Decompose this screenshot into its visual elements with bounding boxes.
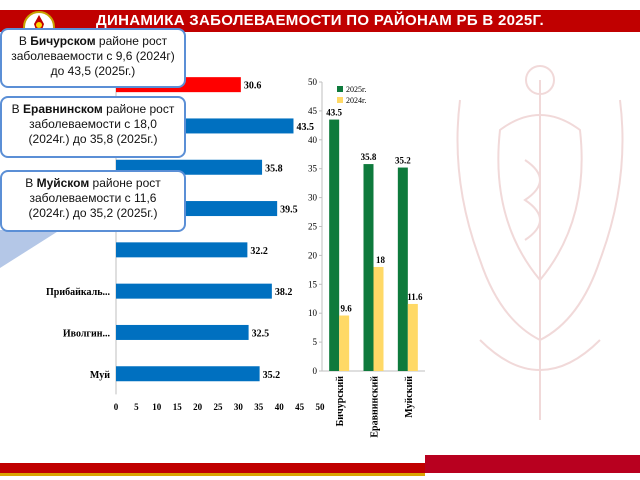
hbar-value-label: 43.5	[296, 122, 314, 133]
vbar-bar	[339, 315, 350, 371]
hbar-value-label: 32.5	[252, 328, 270, 339]
vbar-y-tick-label: 40	[308, 135, 318, 145]
vbar-value-label: 18	[376, 255, 386, 265]
vbar-bar	[373, 266, 384, 371]
vbar-y-tick-label: 35	[308, 164, 318, 174]
title-bar	[0, 10, 640, 32]
vbar-bar	[397, 167, 408, 371]
vbar-category-label: Муйский	[404, 376, 415, 418]
vbar-y-tick-label: 45	[308, 106, 318, 116]
hbar-value-label: 30.6	[244, 81, 262, 92]
hbar-x-tick-label: 10	[152, 402, 162, 412]
callout-muisky: В Муйском районе рост заболеваемости с 1…	[0, 170, 186, 232]
callout-district: Еравнинском	[22, 102, 103, 116]
hbar-x-tick-label: 5	[134, 402, 139, 412]
hbar-category-label: Прибайкаль...	[46, 287, 110, 298]
hbar-category-label: Иволгин...	[63, 328, 111, 339]
vbar-bar	[329, 119, 340, 371]
callout-text: районе рост заболеваемости с 11,6 (2024г…	[28, 176, 161, 220]
vbar-value-label: 35.2	[395, 156, 411, 166]
page-title: ДИНАМИКА ЗАБОЛЕВАЕМОСТИ ПО РАЙОНАМ РБ В …	[96, 12, 544, 29]
callout-text: районе рост заболеваемости с 18,0 (2024г…	[28, 102, 175, 146]
hbar-x-tick-label: 45	[295, 402, 305, 412]
vbar-y-tick-label: 25	[308, 222, 318, 232]
vbar-y-tick-label: 5	[313, 337, 318, 347]
hbar-x-tick-label: 30	[234, 402, 244, 412]
vbar-category-label: Еравнинский	[370, 376, 381, 438]
hbar-bar	[116, 324, 249, 340]
legend-swatch	[337, 97, 343, 103]
hbar-x-tick-label: 0	[114, 402, 119, 412]
hbar-x-tick-label: 25	[214, 402, 224, 412]
vbar-y-tick-label: 20	[308, 250, 318, 260]
vbar-y-tick-label: 15	[308, 279, 318, 289]
vbar-y-tick-label: 50	[308, 77, 318, 87]
hbar-x-tick-label: 50	[316, 402, 326, 412]
vbar-bar	[407, 303, 418, 371]
hbar-x-tick-label: 15	[173, 402, 183, 412]
callout-district: Муйском	[36, 176, 90, 190]
callout-prefix: В	[18, 34, 31, 48]
callout-bichursky: В Бичурском районе рост заболеваемости с…	[0, 28, 186, 88]
callout-text: районе рост заболеваемости с 9,6 (2024г)…	[11, 34, 175, 78]
vbar-value-label: 35.8	[361, 152, 377, 162]
legend-label: 2025г.	[346, 85, 366, 94]
vbar-value-label: 9.6	[341, 304, 353, 314]
hbar-category-label: Муй	[90, 370, 110, 381]
footer-strip	[0, 455, 640, 476]
hbar-value-label: 35.2	[263, 370, 281, 381]
vbar-value-label: 11.6	[407, 292, 423, 302]
hbar-x-tick-label: 35	[254, 402, 264, 412]
vbar-category-label: Бичурский	[335, 376, 346, 427]
vbar-bar	[363, 164, 374, 371]
ornament-band	[425, 455, 640, 473]
hbar-bar	[116, 366, 260, 382]
vbar-y-tick-label: 10	[308, 308, 318, 318]
hbar-value-label: 39.5	[280, 205, 298, 216]
callout-pointer	[0, 230, 60, 268]
hbar-x-tick-label: 20	[193, 402, 203, 412]
callout-eravninsky: В Еравнинском районе рост заболеваемости…	[0, 96, 186, 158]
hbar-value-label: 32.2	[250, 246, 268, 257]
callout-district: Бичурском	[30, 34, 96, 48]
vbar-y-tick-label: 0	[313, 366, 318, 376]
callout-prefix: В	[25, 176, 37, 190]
hbar-value-label: 35.8	[265, 163, 283, 174]
hbar-value-label: 38.2	[275, 287, 293, 298]
coat-of-arms-watermark	[456, 65, 624, 420]
vbar-y-tick-label: 30	[308, 193, 318, 203]
hbar-bar	[116, 283, 272, 299]
legend-label: 2024г.	[346, 96, 366, 105]
hbar-x-tick-label: 40	[275, 402, 285, 412]
legend-swatch	[337, 86, 343, 92]
hbar-bar	[116, 242, 248, 258]
callout-prefix: В	[11, 102, 23, 116]
vbar-value-label: 43.5	[326, 108, 342, 118]
